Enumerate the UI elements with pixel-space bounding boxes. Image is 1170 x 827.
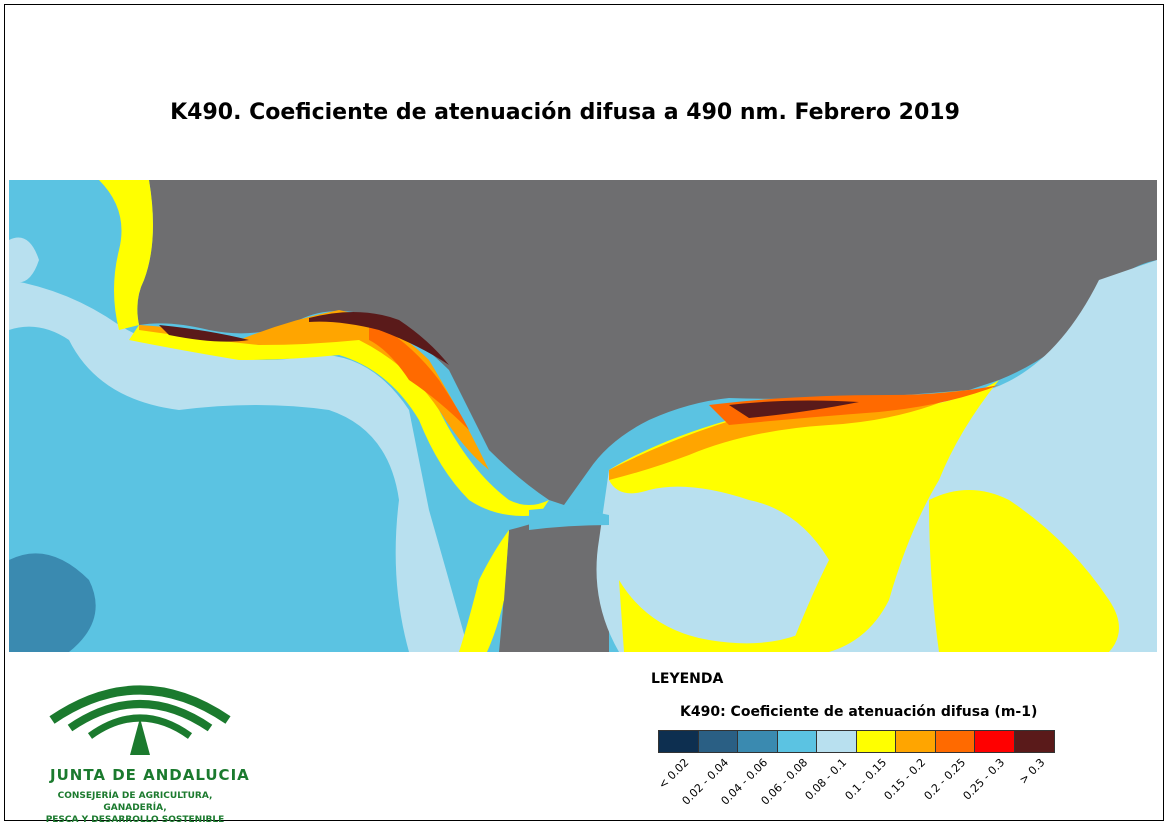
coastal-yellow-west (129, 320, 549, 516)
coastal-yellow-south (619, 580, 829, 652)
coastal-orange-east (609, 390, 969, 480)
legend-label: 0.2 - 0.25 (921, 756, 968, 803)
legend-swatch (975, 731, 1015, 752)
coastal-yellow-atlantic (99, 180, 153, 330)
legend-swatch (659, 731, 699, 752)
legend-swatch (698, 731, 738, 752)
page-frame (4, 4, 1164, 821)
junta-andalucia-logo (40, 670, 240, 760)
legend-swatch (738, 731, 778, 752)
legend-swatch (817, 731, 857, 752)
legend-color-bar (658, 730, 1055, 753)
offshore-yellow-east (929, 490, 1119, 652)
coastal-darkred-west (159, 325, 249, 342)
coastal-red-west (369, 320, 469, 430)
deep-water-patch (9, 553, 96, 652)
land-north (137, 180, 1157, 505)
org-name: JUNTA DE ANDALUCIA (50, 766, 250, 784)
legend-swatch (896, 731, 936, 752)
org-department: CONSEJERÍA DE AGRICULTURA, GANADERÍA, PE… (30, 790, 240, 826)
legend-label: 0.1 - 0.15 (842, 756, 889, 803)
k490-map (9, 180, 1157, 652)
legend-swatch (1014, 731, 1054, 752)
strait-yellow-south (459, 530, 509, 652)
legend-label: 0.08 - 0.1 (802, 756, 850, 803)
legend-subtitle: K490: Coeficiente de atenuación difusa (… (680, 704, 1038, 720)
legend-label: 0.25 - 0.3 (960, 756, 1008, 803)
legend-swatch (777, 731, 817, 752)
org-department-line1: CONSEJERÍA DE AGRICULTURA, GANADERÍA, (57, 791, 213, 813)
legend-labels: < 0.02 0.02 - 0.04 0.04 - 0.06 0.06 - 0.… (655, 756, 1058, 808)
map-title: K490. Coeficiente de atenuación difusa a… (170, 100, 960, 125)
legend-swatch (856, 731, 896, 752)
coastal-darkred-malaga (309, 311, 449, 365)
logo-arcs-icon (49, 685, 231, 755)
org-department-line2: PESCA Y DESARROLLO SOSTENIBLE (45, 815, 225, 825)
map-raster (9, 180, 1157, 652)
legend-heading: LEYENDA (651, 671, 724, 687)
coastal-darkred-east (729, 400, 859, 418)
light-water-patch (9, 237, 39, 283)
strait-channel (529, 508, 609, 530)
land-south (499, 515, 609, 652)
coastal-band-west (9, 280, 469, 652)
coastal-red-east (709, 385, 999, 425)
legend-swatch (935, 731, 975, 752)
legend-label: 0.15 - 0.2 (881, 756, 929, 803)
legend-label: < 0.02 (655, 756, 692, 792)
legend-label: > 0.3 (1016, 756, 1047, 787)
